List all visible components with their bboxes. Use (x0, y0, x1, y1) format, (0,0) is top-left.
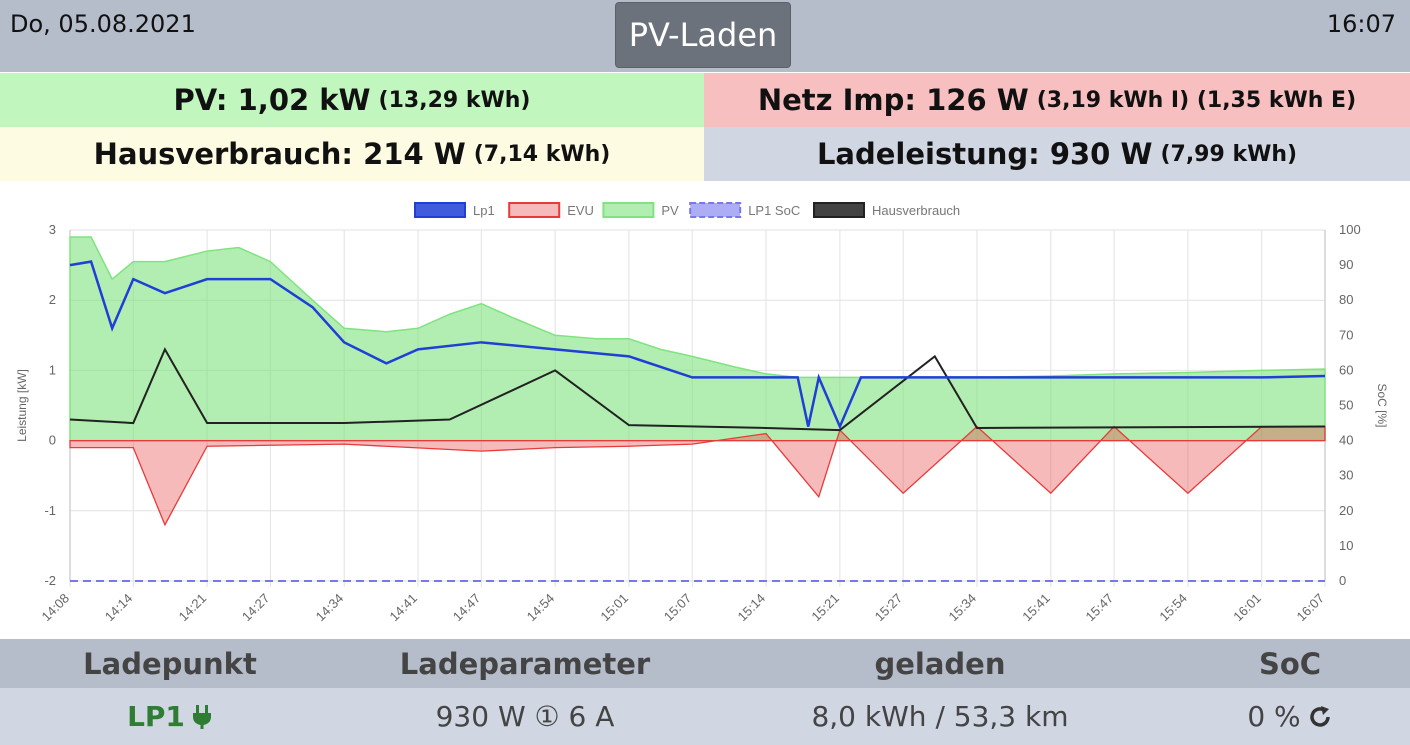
y2-tick-label: 0 (1339, 573, 1346, 588)
pv-power: PV: 1,02 kW (173, 83, 371, 117)
pv-tile: PV: 1,02 kW (13,29 kWh) (0, 73, 704, 127)
x-tick-label: 14:47 (450, 591, 484, 625)
charge-energy: (7,99 kWh) (1160, 141, 1298, 167)
power-chart[interactable]: 3 2 1 0 -1 -2 100 90 80 70 60 50 40 30 20 10 0 14:08 14:14… (0, 184, 1410, 638)
x-tick-label: 14:27 (239, 591, 273, 625)
x-tick-label: 15:01 (597, 591, 631, 625)
y-tick-label: -1 (44, 503, 56, 518)
series-hausverbrauch-line (69, 347, 1326, 432)
current-date: Do, 05.08.2021 (10, 10, 196, 38)
chargepoint-name: LP1 (127, 700, 185, 733)
y-tick-label: 3 (49, 222, 56, 237)
y2-tick-label: 90 (1339, 257, 1353, 272)
plug-icon (191, 704, 213, 730)
y2-tick-label: 20 (1339, 503, 1353, 518)
legend-label: Lp1 (473, 203, 495, 218)
y-tick-label: 0 (49, 433, 56, 448)
series-evu-area (69, 425, 1326, 527)
chargepoint-name-cell[interactable]: LP1 (0, 688, 340, 745)
x-tick-label: 15:07 (661, 591, 695, 625)
top-bar: Do, 05.08.2021 PV-Laden 16:07 (0, 0, 1410, 72)
house-power: Hausverbrauch: 214 W (93, 137, 466, 171)
chargepoint-table-header: Ladepunkt Ladeparameter geladen SoC (0, 639, 1410, 688)
x-tick-label: 14:34 (313, 591, 347, 625)
x-tick-label: 15:21 (808, 591, 842, 625)
y2-tick-label: 100 (1339, 222, 1361, 237)
y2-tick-label: 30 (1339, 468, 1353, 483)
table-row[interactable]: LP1 930 W ① 6 A 8,0 kWh / 53,3 km 0 % (0, 688, 1410, 745)
x-tick-label: 14:21 (176, 591, 210, 625)
house-tile: Hausverbrauch: 214 W (7,14 kWh) (0, 127, 704, 181)
legend-label: EVU (567, 203, 594, 218)
legend-swatch (813, 202, 865, 218)
x-tick-label: 14:14 (102, 591, 136, 625)
charge-parameters[interactable]: 930 W ① 6 A (435, 700, 615, 733)
y2-tick-label: 10 (1339, 538, 1353, 553)
y-tick-label: 1 (49, 362, 56, 377)
x-tick-label: 15:14 (735, 591, 769, 625)
current-time: 16:07 (1326, 10, 1396, 38)
x-tick-label: 15:47 (1083, 591, 1117, 625)
x-tick-label: 14:41 (387, 591, 421, 625)
header-soc: SoC (1258, 646, 1322, 681)
charge-tile: Ladeleistung: 930 W (7,99 kWh) (704, 127, 1410, 181)
x-tick-label: 16:01 (1230, 591, 1264, 625)
legend-swatch (508, 202, 561, 218)
y2-tick-label: 40 (1339, 433, 1353, 448)
y-tick-label: -2 (44, 573, 56, 588)
x-tick-label: 14:08 (39, 591, 73, 625)
series-lp1-line (69, 260, 1326, 430)
y-tick-label: 2 (49, 292, 56, 307)
x-tick-label: 15:27 (872, 591, 906, 625)
y2-tick-label: 60 (1339, 362, 1353, 377)
house-energy: (7,14 kWh) (473, 141, 611, 167)
soc-cell[interactable]: 0 % (1170, 688, 1410, 745)
grid-power: Netz Imp: 126 W (757, 83, 1029, 117)
header-parameters: Ladeparameter (399, 646, 651, 681)
header-chargepoint: Ladepunkt (83, 646, 257, 681)
header-charged: geladen (874, 646, 1006, 681)
legend-swatch (689, 202, 742, 218)
legend-swatch (414, 202, 466, 218)
legend-label: LP1 SoC (748, 203, 800, 218)
y2-axis-title: SoC [%] (1375, 383, 1389, 427)
charged-energy: 8,0 kWh / 53,3 km (811, 700, 1069, 733)
pv-energy: (13,29 kWh) (378, 87, 531, 113)
grid-tile: Netz Imp: 126 W (3,19 kWh I) (1,35 kWh E… (704, 73, 1410, 127)
x-tick-label: 15:54 (1156, 591, 1190, 625)
y2-tick-label: 50 (1339, 398, 1353, 413)
legend-label: Hausverbrauch (872, 203, 960, 218)
y2-tick-label: 80 (1339, 292, 1353, 307)
y-axis-title: Leistung [kW] (15, 369, 29, 442)
charge-power: Ladeleistung: 930 W (816, 137, 1153, 171)
charge-mode-button[interactable]: PV-Laden (615, 2, 791, 68)
refresh-icon[interactable] (1307, 704, 1333, 730)
legend-swatch (602, 202, 655, 218)
x-tick-label: 14:54 (524, 591, 558, 625)
x-tick-label: 15:41 (1019, 591, 1053, 625)
series-pv-area (69, 236, 1326, 442)
soc-value: 0 % (1247, 700, 1301, 733)
grid-energy: (3,19 kWh I) (1,35 kWh E) (1036, 87, 1357, 113)
y2-tick-label: 70 (1339, 327, 1353, 342)
x-tick-label: 16:07 (1294, 591, 1328, 625)
x-tick-label: 15:34 (945, 591, 979, 625)
legend-label: PV (661, 203, 679, 218)
